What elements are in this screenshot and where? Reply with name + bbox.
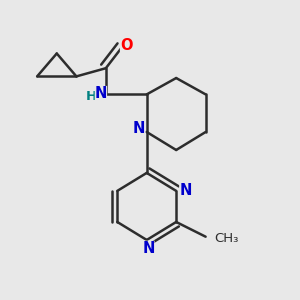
Text: N: N: [132, 121, 145, 136]
Text: H: H: [85, 89, 97, 103]
Text: N: N: [179, 183, 191, 198]
Text: N: N: [142, 241, 154, 256]
Text: O: O: [120, 38, 132, 53]
Text: CH₃: CH₃: [214, 232, 238, 245]
Text: N: N: [95, 86, 107, 101]
